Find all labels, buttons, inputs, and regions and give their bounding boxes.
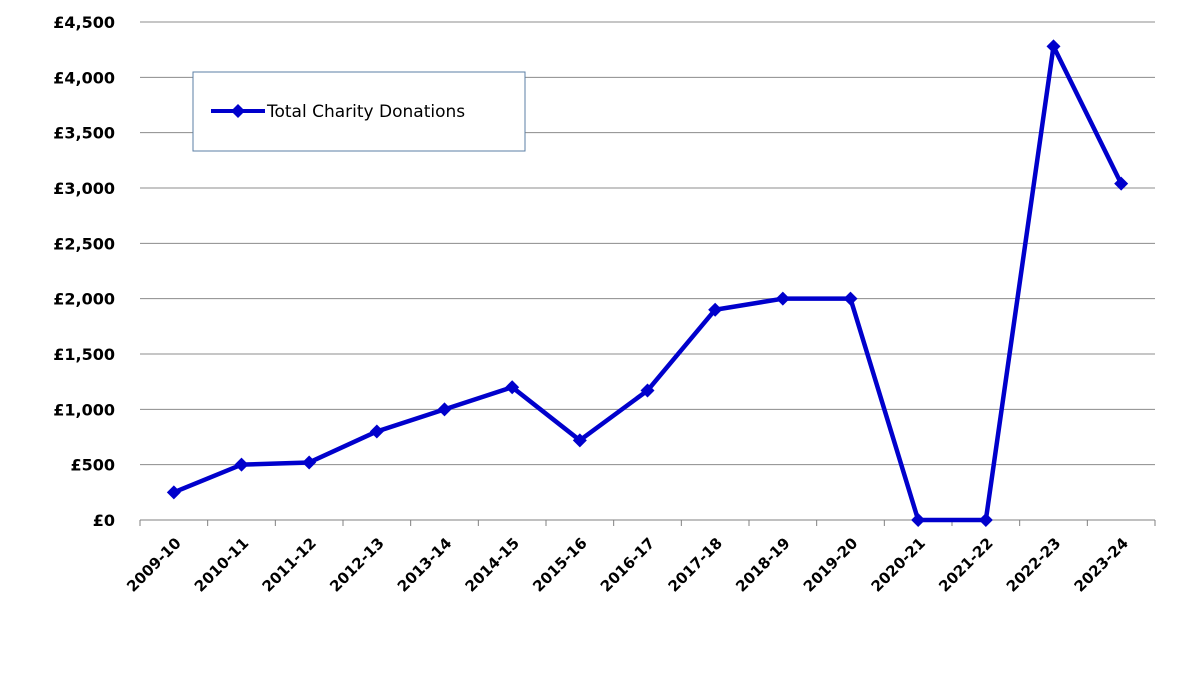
legend-label: Total Charity Donations <box>266 102 465 122</box>
x-tick-label: 2012-13 <box>326 534 387 595</box>
y-tick-label: £4,500 <box>53 13 115 32</box>
data-point <box>978 513 993 527</box>
y-tick-label: £0 <box>93 511 115 530</box>
data-point <box>234 457 249 472</box>
x-tick-label: 2015-16 <box>529 534 590 595</box>
data-point <box>911 513 926 527</box>
x-axis-tick-labels: 2009-10 2010-11 2011-12 2012-13 2013-14 2014-… <box>123 534 1132 595</box>
x-tick-label: 2013-14 <box>394 534 455 595</box>
x-tick-label: 2020-21 <box>868 534 929 595</box>
x-tick-label: 2021-22 <box>935 534 996 595</box>
x-axis <box>139 520 1156 526</box>
x-tick-label: 2011-12 <box>259 534 320 595</box>
data-point <box>1114 176 1129 191</box>
y-tick-label: £1,500 <box>53 345 115 364</box>
x-tick-label: 2009-10 <box>123 534 184 595</box>
x-tick-label: 2014-15 <box>462 534 523 595</box>
x-tick-label: 2010-11 <box>191 534 252 595</box>
data-point <box>166 485 181 500</box>
data-point <box>775 291 790 306</box>
series-group <box>166 39 1129 527</box>
data-point <box>1046 39 1061 54</box>
legend: Total Charity Donations <box>192 71 526 152</box>
x-tick-label: 2023-24 <box>1071 534 1132 595</box>
x-tick-label: 2018-19 <box>732 534 793 595</box>
y-tick-label: £3,000 <box>53 179 115 198</box>
x-tick-label: 2019-20 <box>800 534 861 595</box>
data-point <box>572 433 587 448</box>
data-point <box>437 402 452 417</box>
y-tick-label: £500 <box>70 456 115 475</box>
x-tick-label: 2017-18 <box>665 534 726 595</box>
y-tick-label: £3,500 <box>53 124 115 143</box>
y-axis-tick-labels: £0 £500 £1,000 £1,500 £2,000 £2,500 £3,000 £3,5… <box>53 13 115 530</box>
y-tick-label: £1,000 <box>53 400 115 419</box>
data-point <box>640 383 655 398</box>
x-tick-label: 2016-17 <box>597 534 658 595</box>
legend-marker <box>231 104 245 118</box>
data-point <box>369 424 384 439</box>
y-tick-label: £4,000 <box>53 68 115 87</box>
data-point <box>843 291 858 306</box>
data-point <box>708 302 723 317</box>
data-point <box>505 380 520 395</box>
data-point <box>302 455 317 470</box>
y-tick-label: £2,000 <box>53 290 115 309</box>
x-tick-label: 2022-23 <box>1003 534 1064 595</box>
y-tick-label: £2,500 <box>53 234 115 253</box>
